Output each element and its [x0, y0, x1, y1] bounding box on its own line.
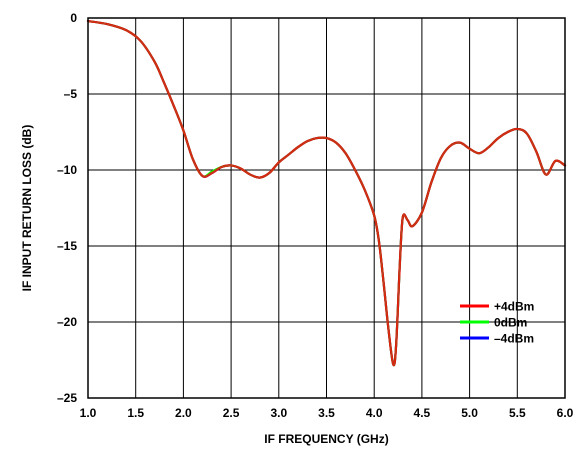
x-tick-label: 3.0: [270, 406, 287, 420]
legend: +4dBm 0dBm –4dBm: [460, 300, 534, 346]
legend-label: –4dBm: [494, 332, 534, 346]
x-tick-label: 2.0: [175, 406, 192, 420]
y-tick-label: –20: [57, 315, 77, 329]
y-tick-label: –10: [57, 163, 77, 177]
y-tick-label: –5: [64, 87, 78, 101]
x-tick-label: 1.0: [80, 406, 97, 420]
y-tick-label: 0: [70, 11, 77, 25]
series-layer: [86, 19, 567, 367]
x-tick-label: 5.5: [509, 406, 526, 420]
series-line-overlap-edge: [87, 20, 566, 366]
x-tick-label: 5.0: [461, 406, 478, 420]
legend-label: +4dBm: [494, 300, 534, 314]
y-tick-label: –15: [57, 239, 77, 253]
legend-label: 0dBm: [494, 316, 527, 330]
y-axis-title: IF INPUT RETURN LOSS (dB): [20, 125, 34, 292]
x-axis-title: IF FREQUENCY (GHz): [264, 432, 388, 446]
x-tick-label: 2.5: [223, 406, 240, 420]
x-tick-label: 3.5: [318, 406, 335, 420]
plot-frame: [87, 17, 566, 399]
x-tick-label: 6.0: [557, 406, 574, 420]
x-tick-label: 1.5: [127, 406, 144, 420]
y-tick-label: –25: [57, 391, 77, 405]
x-tick-labels: 1.0 1.5 2.0 2.5 3.0 3.5 4.0 4.5 5.0 5.5 6.0: [80, 406, 574, 420]
x-tick-label: 4.5: [414, 406, 431, 420]
x-tick-label: 4.0: [366, 406, 383, 420]
y-tick-labels: 0 –5 –10 –15 –20 –25: [57, 11, 77, 405]
